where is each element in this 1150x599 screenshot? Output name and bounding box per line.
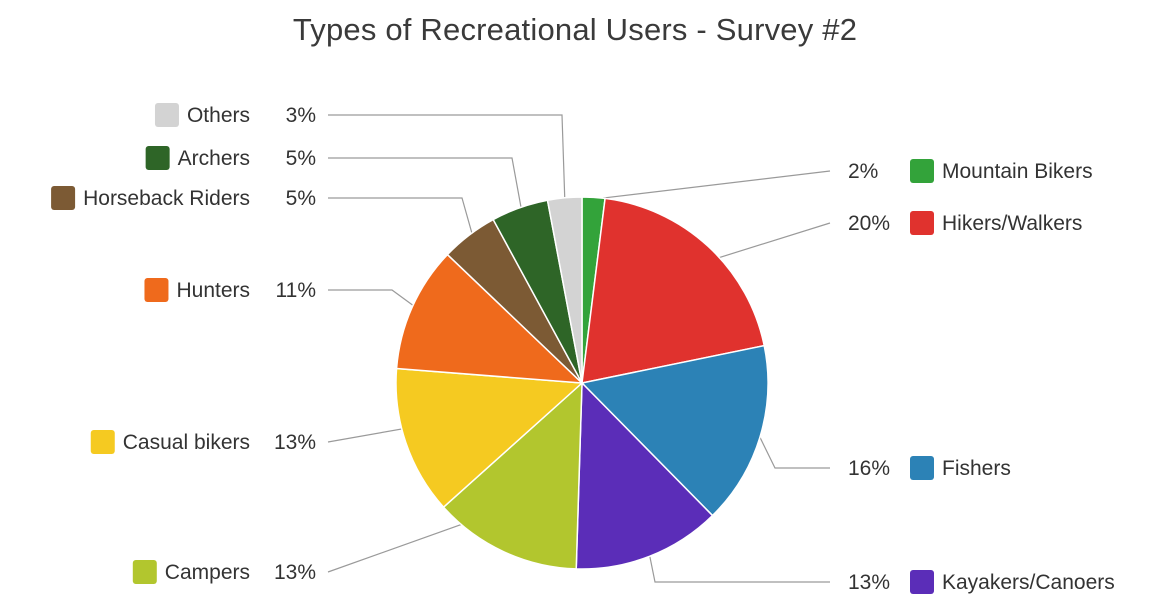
pie-slice-others xyxy=(546,196,583,384)
slice-name-label: Archers xyxy=(178,147,250,170)
slice-label-group: Casual bikers 13% xyxy=(90,430,316,454)
pie-slices xyxy=(395,196,769,570)
slice-name-label: Campers xyxy=(165,561,250,584)
legend-swatch xyxy=(154,103,179,127)
slice-label-group: Hunters 11% xyxy=(144,278,316,302)
legend-swatch xyxy=(144,278,169,302)
leader-line xyxy=(328,114,566,200)
legend-swatch xyxy=(910,456,934,480)
leader-line xyxy=(593,170,831,200)
slice-name-label: Horseback Riders xyxy=(83,187,250,210)
slice-percent-label: 20% xyxy=(848,212,890,235)
pie-slice-casual-bikers xyxy=(395,367,584,509)
slice-label-group: 20% Hikers/Walkers xyxy=(848,211,1082,235)
slice-label-group: Others 3% xyxy=(154,103,316,127)
pie-slice-fishers xyxy=(580,344,769,517)
slice-name-label: Kayakers/Canoers xyxy=(942,571,1115,594)
slice-percent-label: 16% xyxy=(848,457,890,480)
legend-swatch xyxy=(132,560,157,584)
slice-name-label: Mountain Bikers xyxy=(942,160,1093,183)
slice-label-group: 16% Fishers xyxy=(848,456,1011,480)
slice-percent-label: 11% xyxy=(276,279,316,302)
legend-swatch xyxy=(910,570,934,594)
pie-slice-kayakers-canoers xyxy=(575,381,714,570)
slice-labels: 2% Mountain Bikers 20% Hikers/Walkers 16% Fis… xyxy=(51,103,1115,594)
slice-percent-label: 5% xyxy=(286,147,316,170)
leader-line xyxy=(328,197,476,243)
slice-name-label: Hikers/Walkers xyxy=(942,212,1082,235)
legend-swatch xyxy=(910,211,934,235)
slice-percent-label: 13% xyxy=(274,431,316,454)
slice-label-group: 13% Kayakers/Canoers xyxy=(848,570,1115,594)
slice-percent-label: 2% xyxy=(848,160,878,183)
slice-label-group: 2% Mountain Bikers xyxy=(848,159,1093,183)
slice-name-label: Fishers xyxy=(942,457,1011,480)
legend-swatch xyxy=(51,186,76,210)
slice-label-group: Horseback Riders 5% xyxy=(51,186,316,210)
slice-name-label: Casual bikers xyxy=(123,431,250,454)
legend-swatch xyxy=(910,159,934,183)
slice-percent-label: 5% xyxy=(286,187,316,210)
legend-swatch xyxy=(145,146,170,170)
legend-swatch xyxy=(90,430,115,454)
pie-slice-hunters xyxy=(395,253,585,384)
slice-percent-label: 13% xyxy=(848,571,890,594)
leader-line xyxy=(649,556,830,583)
slice-label-group: Archers 5% xyxy=(145,146,316,170)
leader-line xyxy=(328,289,422,312)
leader-line xyxy=(759,436,830,469)
pie-slice-hikers-walkers xyxy=(581,197,766,384)
slice-name-label: Hunters xyxy=(176,279,250,302)
slice-percent-label: 13% xyxy=(274,561,316,584)
slice-label-group: Campers 13% xyxy=(132,560,316,584)
leader-line xyxy=(328,157,524,217)
chart-title: Types of Recreational Users - Survey #2 xyxy=(292,12,858,47)
slice-name-label: Others xyxy=(187,104,250,127)
pie-slice-campers xyxy=(442,381,583,570)
slice-percent-label: 3% xyxy=(286,104,316,127)
